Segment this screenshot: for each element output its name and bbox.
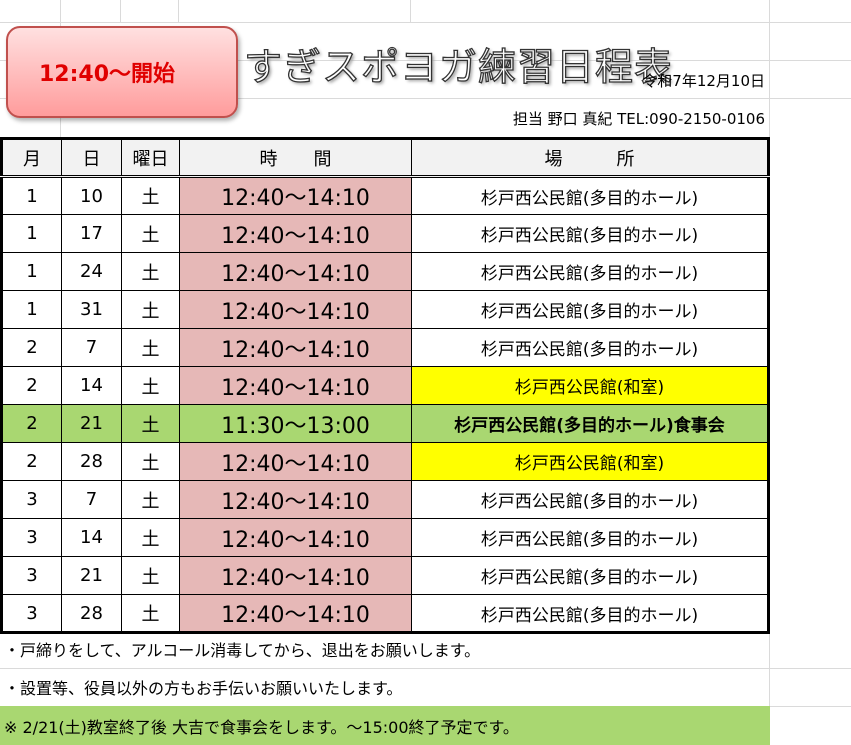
cell-month: 1 [1,214,62,253]
cell-month: 1 [1,252,62,291]
cell-month: 2 [1,328,62,367]
cell-day: 7 [61,480,122,519]
cell-time: 12:40〜14:10 [179,594,412,633]
table-row: 3 14 土 12:40〜14:10 杉戸西公民館(多目的ホール) [1,518,769,557]
header-place: 場 所 [411,138,769,177]
cell-place: 杉戸西公民館(多目的ホール) [411,290,769,329]
cell-month: 3 [1,556,62,595]
cell-month: 1 [1,290,62,329]
cell-month: 3 [1,594,62,633]
cell-day: 28 [61,594,122,633]
cell-month: 2 [1,366,62,405]
header-day: 日 [61,138,122,177]
table-row: 2 14 土 12:40〜14:10 杉戸西公民館(和室) [1,366,769,405]
cell-day: 24 [61,252,122,291]
table-row: 1 24 土 12:40〜14:10 杉戸西公民館(多目的ホール) [1,252,769,291]
cell-day: 31 [61,290,122,329]
note-3: ※ 2/21(土)教室終了後 大吉で食事会をします。〜15:00終了予定です。 [0,706,770,745]
start-time-badge[interactable]: 12:40〜開始 [6,26,238,118]
table-row: 2 7 土 12:40〜14:10 杉戸西公民館(多目的ホール) [1,328,769,367]
cell-day: 14 [61,518,122,557]
cell-weekday: 土 [121,328,180,367]
table-row: 2 21 土 11:30〜13:00 杉戸西公民館(多目的ホール)食事会 [1,404,769,443]
cell-time: 12:40〜14:10 [179,480,412,519]
cell-day: 17 [61,214,122,253]
cell-time: 12:40〜14:10 [179,442,412,481]
cell-weekday: 土 [121,290,180,329]
cell-place: 杉戸西公民館(多目的ホール) [411,556,769,595]
table-row: 3 21 土 12:40〜14:10 杉戸西公民館(多目的ホール) [1,556,769,595]
cell-month: 3 [1,518,62,557]
cell-place: 杉戸西公民館(多目的ホール) [411,328,769,367]
header-weekday: 曜日 [121,138,180,177]
cell-month: 2 [1,442,62,481]
cell-day: 10 [61,176,122,215]
cell-day: 21 [61,556,122,595]
table-row: 1 31 土 12:40〜14:10 杉戸西公民館(多目的ホール) [1,290,769,329]
table-row: 1 17 土 12:40〜14:10 杉戸西公民館(多目的ホール) [1,214,769,253]
cell-place: 杉戸西公民館(多目的ホール) [411,176,769,215]
cell-month: 3 [1,480,62,519]
header-row: 月 日 曜日 時 間 場 所 [1,138,769,177]
cell-weekday: 土 [121,442,180,481]
cell-place: 杉戸西公民館(和室) [411,442,769,481]
cell-weekday: 土 [121,594,180,633]
cell-place: 杉戸西公民館(和室) [411,366,769,405]
table-row: 3 28 土 12:40〜14:10 杉戸西公民館(多目的ホール) [1,594,769,633]
cell-weekday: 土 [121,518,180,557]
cell-place: 杉戸西公民館(多目的ホール) [411,214,769,253]
note-1: ・戸締りをして、アルコール消毒してから、退出をお願いします。 [4,641,481,660]
note-2: ・設置等、役員以外の方もお手伝いお願いいたします。 [4,679,403,698]
cell-day: 14 [61,366,122,405]
cell-time: 12:40〜14:10 [179,328,412,367]
cell-weekday: 土 [121,404,180,443]
contact-info: 担当 野口 真紀 TEL:090-2150-0106 [512,110,765,128]
cell-time: 12:40〜14:10 [179,214,412,253]
table-row: 3 7 土 12:40〜14:10 杉戸西公民館(多目的ホール) [1,480,769,519]
table-row: 1 10 土 12:40〜14:10 杉戸西公民館(多目的ホール) [1,176,769,215]
schedule-table: 月 日 曜日 時 間 場 所 1 10 土 12:40〜14:10 杉戸西公民館(多目的… [0,137,770,634]
cell-time: 12:40〜14:10 [179,290,412,329]
cell-day: 28 [61,442,122,481]
cell-place: 杉戸西公民館(多目的ホール) [411,518,769,557]
cell-time: 11:30〜13:00 [179,404,412,443]
cell-place: 杉戸西公民館(多目的ホール) [411,252,769,291]
cell-weekday: 土 [121,480,180,519]
page-title: すぎスポヨガ練習日程表 [243,44,674,89]
table-row: 2 28 土 12:40〜14:10 杉戸西公民館(和室) [1,442,769,481]
cell-day: 21 [61,404,122,443]
cell-time: 12:40〜14:10 [179,252,412,291]
cell-weekday: 土 [121,252,180,291]
cell-time: 12:40〜14:10 [179,556,412,595]
cell-time: 12:40〜14:10 [179,518,412,557]
cell-place: 杉戸西公民館(多目的ホール) [411,594,769,633]
cell-place: 杉戸西公民館(多目的ホール)食事会 [411,404,769,443]
cell-weekday: 土 [121,214,180,253]
cell-time: 12:40〜14:10 [179,366,412,405]
cell-weekday: 土 [121,556,180,595]
cell-time: 12:40〜14:10 [179,176,412,215]
issue-date: 令和7年12月10日 [642,72,765,90]
cell-weekday: 土 [121,366,180,405]
header-month: 月 [1,138,62,177]
cell-month: 2 [1,404,62,443]
cell-month: 1 [1,176,62,215]
cell-day: 7 [61,328,122,367]
cell-weekday: 土 [121,176,180,215]
header-time: 時 間 [179,138,412,177]
cell-place: 杉戸西公民館(多目的ホール) [411,480,769,519]
